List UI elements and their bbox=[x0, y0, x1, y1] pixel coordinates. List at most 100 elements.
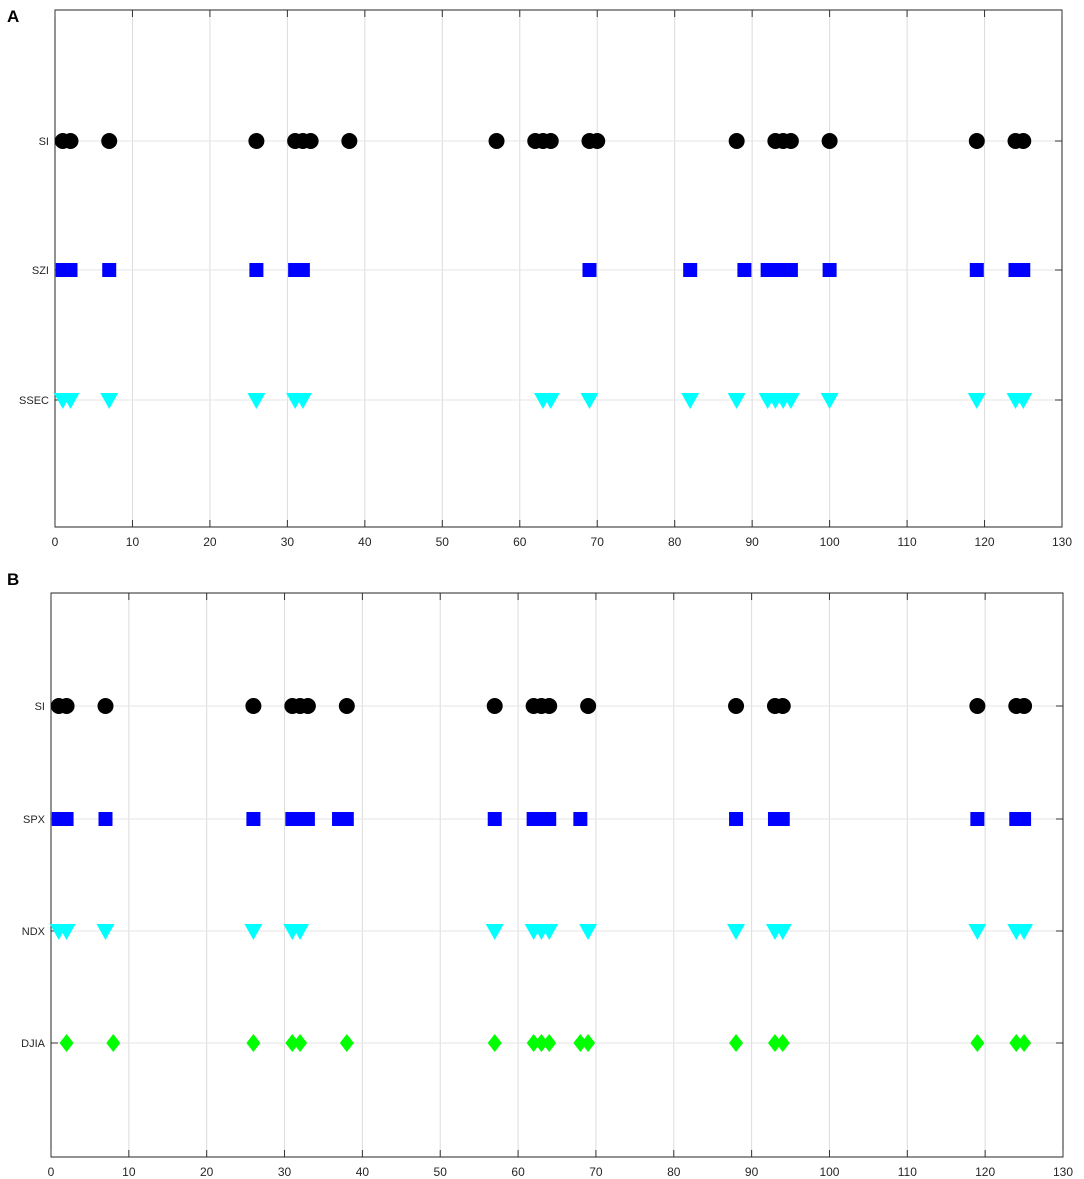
panel-b-spx-point-38 bbox=[339, 812, 354, 826]
panel-a-label: A bbox=[7, 7, 20, 26]
panel-a-x-tick-label-70: 70 bbox=[591, 535, 605, 549]
panel-b-djia-point-31 bbox=[285, 1034, 300, 1052]
panel-a-x-tick-label-110: 110 bbox=[898, 535, 917, 549]
panel-b-ndx-point-57 bbox=[485, 924, 504, 940]
panel-a-si-point-70 bbox=[589, 133, 606, 149]
panel-b-ndx-point-69 bbox=[579, 924, 598, 940]
panel-b-x-tick-label-130: 130 bbox=[1053, 1165, 1073, 1179]
panel-b-si-point-125 bbox=[1016, 698, 1033, 714]
panel-b-spx-point-125 bbox=[1017, 812, 1032, 826]
panel-a-x-tick-label-130: 130 bbox=[1052, 535, 1072, 549]
panel-a-szi-point-26 bbox=[249, 263, 264, 277]
panel-b-spx-point-68 bbox=[573, 812, 588, 826]
panel-a-x-tick-label-30: 30 bbox=[281, 535, 295, 549]
panel-b-si-point-33 bbox=[299, 698, 316, 714]
panel-a-si-point-125 bbox=[1015, 133, 1032, 149]
panel-a-szi-point-82 bbox=[683, 263, 698, 277]
panel-b-ndx-point-7 bbox=[96, 924, 115, 940]
panel-a-series-si bbox=[54, 133, 1032, 149]
panel-b-spx-point-88 bbox=[729, 812, 744, 826]
panel-b-x-tick-label-120: 120 bbox=[975, 1165, 995, 1179]
panel-a-szi-point-32 bbox=[295, 263, 310, 277]
panel-a-x-tick-label-120: 120 bbox=[975, 535, 995, 549]
panel-b-djia-point-8 bbox=[106, 1034, 121, 1052]
panel-a-ssec-point-32 bbox=[293, 393, 312, 409]
panel-b-x-tick-label-90: 90 bbox=[745, 1165, 759, 1179]
panel-b-x-tick-label-0: 0 bbox=[48, 1165, 55, 1179]
panel-a-si-point-64 bbox=[542, 133, 559, 149]
panel-b-ndx-point-125 bbox=[1015, 924, 1034, 940]
panel-b-si-point-119 bbox=[969, 698, 986, 714]
panel-b-si-point-7 bbox=[97, 698, 114, 714]
panel-b-djia-point-26 bbox=[246, 1034, 261, 1052]
panel-a-szi-point-69 bbox=[582, 263, 597, 277]
panel-b-ndx-point-32 bbox=[291, 924, 310, 940]
panel-b-ndx-point-119 bbox=[968, 924, 987, 940]
panel-b-spx-point-2 bbox=[59, 812, 74, 826]
panel-a-si-point-119 bbox=[968, 133, 985, 149]
panel-a-y-label-si: SI bbox=[39, 136, 49, 148]
panel-b-label: B bbox=[7, 570, 20, 589]
panel-a-x-tick-label-20: 20 bbox=[203, 535, 217, 549]
panel-b-djia-point-62 bbox=[526, 1034, 541, 1052]
panel-b-djia-point-68 bbox=[573, 1034, 588, 1052]
panel-a-szi-point-2 bbox=[63, 263, 78, 277]
panel-b-ndx-point-88 bbox=[727, 924, 746, 940]
panel-b-djia-point-32 bbox=[293, 1034, 308, 1052]
panel-b-x-tick-label-80: 80 bbox=[667, 1165, 681, 1179]
panel-b-djia-point-64 bbox=[542, 1034, 557, 1052]
panel-b-djia-point-94 bbox=[775, 1034, 790, 1052]
panel-a-si-point-2 bbox=[62, 133, 79, 149]
panel-a-ssec-point-82 bbox=[681, 393, 700, 409]
panel-a-ssec-point-26 bbox=[247, 393, 266, 409]
panel-b-series-ndx bbox=[49, 924, 1034, 940]
panel-b-djia-point-2 bbox=[59, 1034, 74, 1052]
panel-a-szi-point-89 bbox=[737, 263, 752, 277]
panel-a-si-point-100 bbox=[821, 133, 838, 149]
panel-a-ssec-point-125 bbox=[1014, 393, 1033, 409]
panel-b-x-tick-label-20: 20 bbox=[200, 1165, 214, 1179]
panel-a-ssec-point-69 bbox=[580, 393, 599, 409]
panel-b-y-label-spx: SPX bbox=[23, 814, 46, 826]
panel-a-si-point-88 bbox=[728, 133, 745, 149]
panel-b-si-point-38 bbox=[338, 698, 355, 714]
panel-b-y-label-si: SI bbox=[35, 701, 45, 713]
chart-panel-a: SI SZI SSEC 0 10 20 30 40 50 60 70 80 90 100 110 120 130 bbox=[19, 9, 1072, 549]
panel-a-ssec-point-2 bbox=[61, 393, 80, 409]
panel-b-ndx-point-2 bbox=[57, 924, 76, 940]
panel-a-ssec-point-88 bbox=[727, 393, 746, 409]
panel-a-szi-point-100 bbox=[822, 263, 837, 277]
panel-b-spx-point-119 bbox=[970, 812, 985, 826]
panel-a-szi-point-95 bbox=[783, 263, 798, 277]
panel-b-djia-point-125 bbox=[1017, 1034, 1032, 1052]
panel-b-spx-point-57 bbox=[487, 812, 502, 826]
panel-a-szi-point-125 bbox=[1016, 263, 1031, 277]
panel-b-djia-point-124 bbox=[1009, 1034, 1024, 1052]
panel-a-x-tick-label-50: 50 bbox=[436, 535, 450, 549]
panel-a-series-ssec bbox=[53, 393, 1033, 409]
panel-b-djia-point-63 bbox=[534, 1034, 549, 1052]
panel-b-series-si bbox=[50, 698, 1033, 714]
panel-a-y-label-szi: SZI bbox=[32, 265, 49, 277]
panel-b-spx-point-33 bbox=[300, 812, 315, 826]
panel-b-djia-point-93 bbox=[767, 1034, 782, 1052]
panel-b-djia-point-69 bbox=[581, 1034, 596, 1052]
panel-b-x-tick-label-100: 100 bbox=[819, 1165, 839, 1179]
panel-b-axes-frame bbox=[50, 592, 1064, 1158]
panel-a-x-tick-label-60: 60 bbox=[513, 535, 527, 549]
panel-b-series-djia bbox=[59, 1034, 1032, 1052]
panel-a-szi-point-119 bbox=[969, 263, 984, 277]
panel-a-si-point-95 bbox=[782, 133, 799, 149]
panel-b-si-point-2 bbox=[58, 698, 75, 714]
panel-a-x-tick-label-10: 10 bbox=[126, 535, 140, 549]
panel-b-spx-point-94 bbox=[775, 812, 790, 826]
panel-b-x-tick-label-60: 60 bbox=[511, 1165, 525, 1179]
panel-b-si-point-69 bbox=[580, 698, 597, 714]
panel-a-si-point-38 bbox=[341, 133, 358, 149]
panel-b-djia-point-88 bbox=[729, 1034, 744, 1052]
panel-b-spx-point-7 bbox=[98, 812, 113, 826]
panel-b-x-tick-label-110: 110 bbox=[898, 1165, 917, 1179]
panel-b-ndx-point-94 bbox=[773, 924, 792, 940]
panel-b-series-spx bbox=[51, 812, 1032, 826]
panel-b-ndx-point-64 bbox=[540, 924, 559, 940]
